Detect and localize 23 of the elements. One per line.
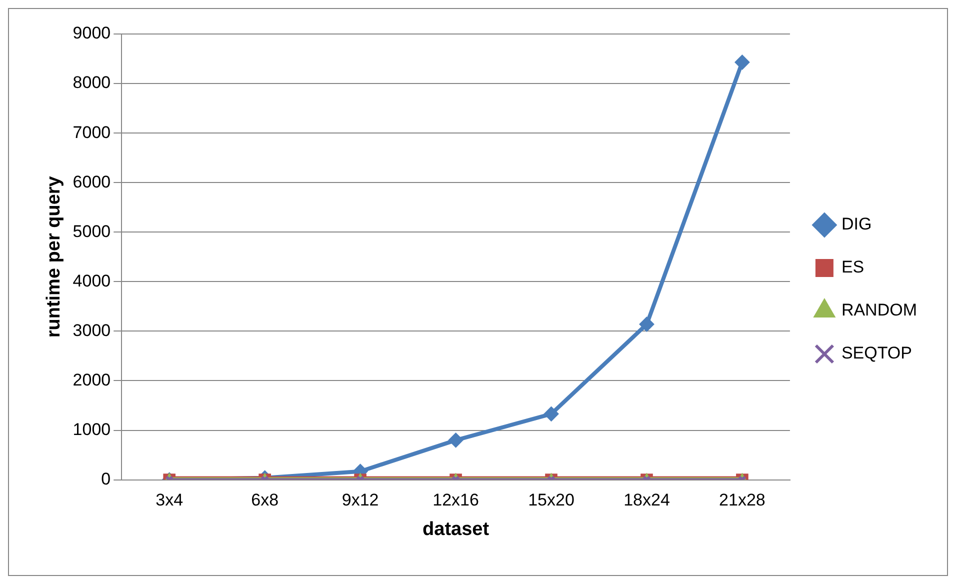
x-tick-label: 3x4 (156, 490, 184, 510)
y-axis-title: runtime per query (44, 176, 65, 338)
x-tick-label: 9x12 (342, 490, 379, 510)
x-tick-label: 15x20 (528, 490, 574, 510)
legend-label: DIG (841, 214, 872, 234)
y-tick-label: 9000 (72, 24, 111, 43)
y-tick-label: 5000 (72, 222, 111, 241)
legend-label: SEQTOP (841, 344, 912, 363)
legend-label: ES (841, 258, 864, 277)
x-tick-label: 18x24 (624, 490, 670, 510)
y-tick-label: 6000 (72, 172, 111, 192)
y-tick-label: 8000 (72, 73, 111, 92)
x-tick-label: 6x8 (251, 490, 279, 510)
x-axis-title: dataset (422, 518, 490, 540)
y-tick-label: 7000 (72, 122, 111, 142)
x-tick-label: 21x28 (719, 490, 766, 510)
y-tick-label: 1000 (72, 420, 111, 439)
x-tick-label: 12x16 (432, 490, 479, 510)
y-tick-label: 2000 (72, 370, 111, 390)
y-tick-label: 0 (101, 469, 111, 488)
y-tick-label: 3000 (72, 320, 111, 340)
legend-label: RANDOM (841, 300, 918, 320)
y-tick-label: 4000 (72, 271, 111, 290)
